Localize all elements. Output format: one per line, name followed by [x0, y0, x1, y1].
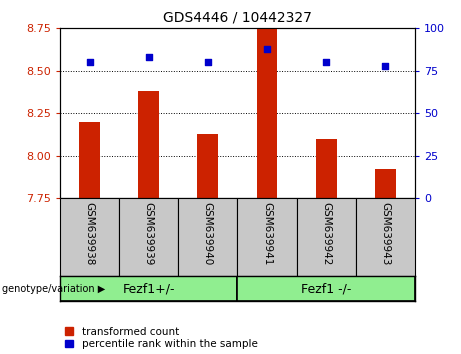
Bar [316, 139, 337, 198]
Text: Fezf1 -/-: Fezf1 -/- [301, 282, 351, 295]
Bar [356, 198, 415, 276]
Bar [257, 28, 278, 198]
Text: GSM639939: GSM639939 [144, 202, 154, 266]
Bar [296, 198, 356, 276]
Title: GDS4446 / 10442327: GDS4446 / 10442327 [163, 10, 312, 24]
Bar [197, 134, 218, 198]
Bar [60, 276, 237, 301]
Text: GSM639938: GSM639938 [84, 202, 95, 266]
Bar [60, 198, 119, 276]
Text: GSM639942: GSM639942 [321, 202, 331, 266]
Point [382, 63, 389, 69]
Point [86, 59, 93, 65]
Legend: transformed count, percentile rank within the sample: transformed count, percentile rank withi… [65, 327, 258, 349]
Bar [178, 198, 237, 276]
Text: GSM639943: GSM639943 [380, 202, 390, 266]
Bar [375, 169, 396, 198]
Point [322, 59, 330, 65]
Text: GSM639940: GSM639940 [203, 202, 213, 266]
Bar [119, 198, 178, 276]
Bar [237, 276, 415, 301]
Point [145, 55, 152, 60]
Text: GSM639941: GSM639941 [262, 202, 272, 266]
Bar [79, 122, 100, 198]
Bar [138, 91, 159, 198]
Text: genotype/variation ▶: genotype/variation ▶ [2, 284, 106, 293]
Bar [237, 198, 296, 276]
Point [204, 59, 212, 65]
Text: Fezf1+/-: Fezf1+/- [123, 282, 175, 295]
Point [263, 46, 271, 52]
